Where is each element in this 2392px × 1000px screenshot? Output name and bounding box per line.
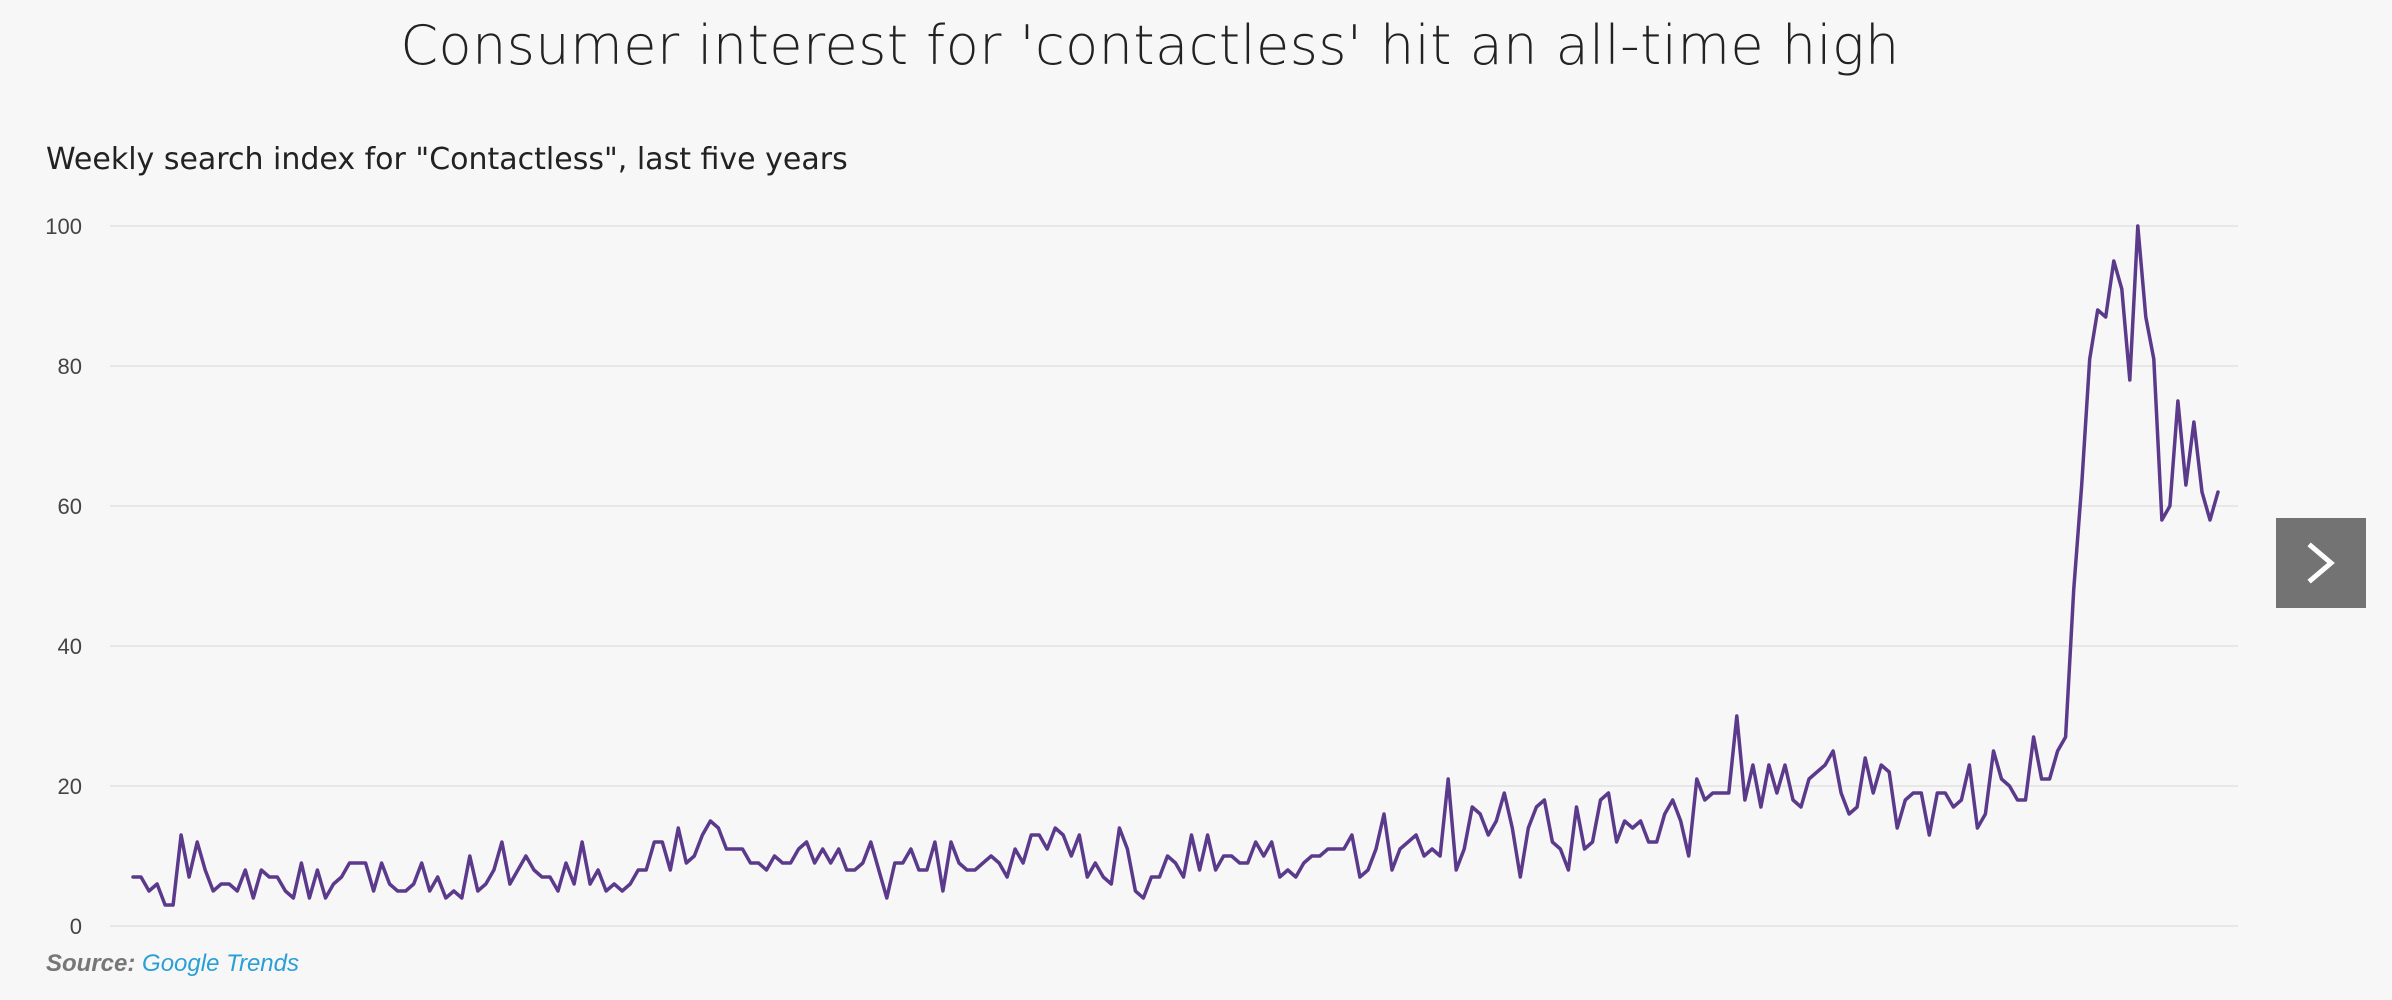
source-label: Source: <box>46 950 136 977</box>
series-layer <box>131 224 2220 907</box>
source-note: Source: Google Trends <box>46 950 299 978</box>
y-tick-label: 0 <box>70 914 82 939</box>
chevron-right-icon <box>2307 542 2335 584</box>
y-tick-label: 40 <box>58 634 82 659</box>
next-slide-button[interactable] <box>2276 518 2366 608</box>
chart-subtitle: Weekly search index for "Contactless", l… <box>46 142 848 177</box>
y-tick-label: 80 <box>58 354 82 379</box>
gridlines <box>110 225 2238 927</box>
series-line-0 <box>131 224 2220 907</box>
source-link[interactable]: Google Trends <box>142 950 300 977</box>
y-axis-ticks: 0 20 40 60 80 100 <box>45 214 82 939</box>
chart-title: Consumer interest for 'contactless' hit … <box>400 14 1900 77</box>
y-tick-label: 60 <box>58 494 82 519</box>
y-tick-label: 20 <box>58 774 82 799</box>
y-tick-label: 100 <box>45 214 82 239</box>
